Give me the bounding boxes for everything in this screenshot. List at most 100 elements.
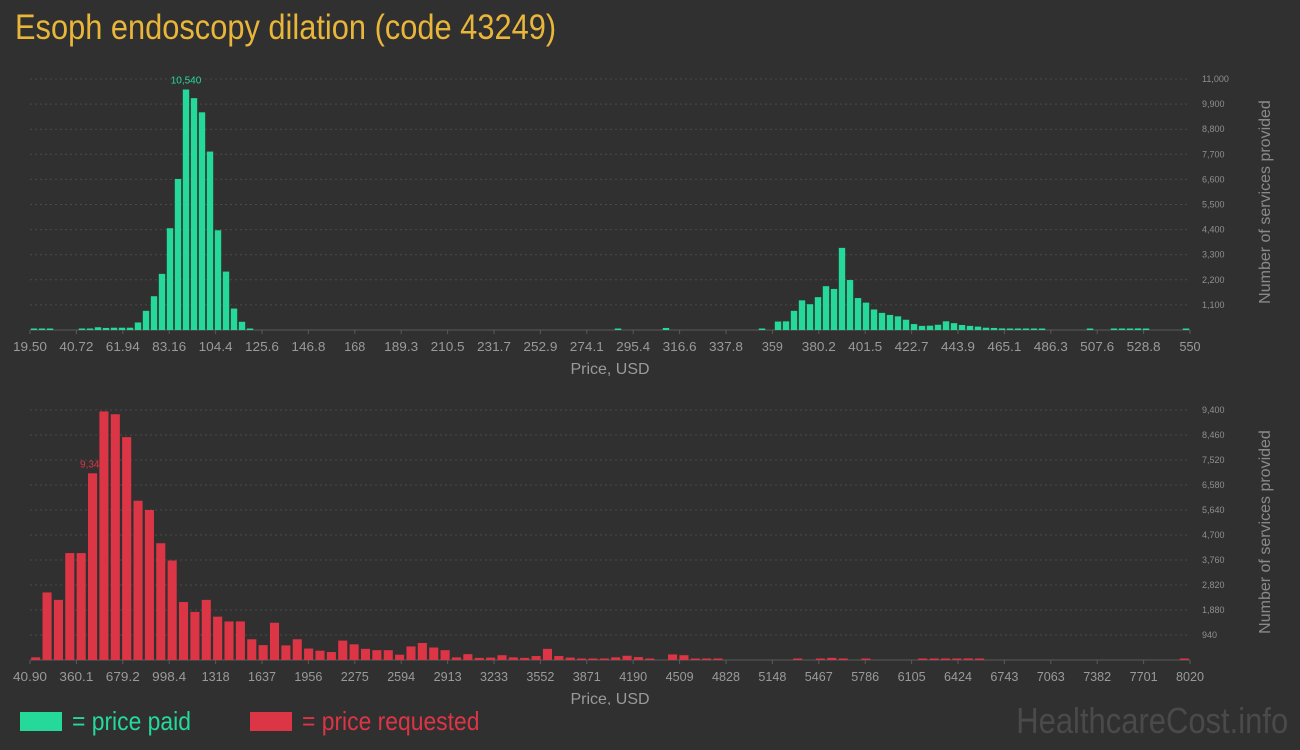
requested-y-tick-label: 1,880 <box>1202 605 1225 615</box>
requested-y-tick-label: 2,820 <box>1202 580 1225 590</box>
paid-x-tick-label: 295.4 <box>616 339 650 354</box>
paid-x-tick-label: 83.16 <box>152 339 186 354</box>
requested-bar <box>633 657 643 660</box>
paid-x-tick-label: 337.8 <box>709 339 743 354</box>
paid-bar <box>78 328 86 330</box>
paid-y-ticks: 1,100 2,200 3,300 4,400 5,500 6,600 7,700 8,800… <box>1202 74 1229 310</box>
requested-bar <box>679 655 689 660</box>
requested-bar <box>486 657 496 660</box>
requested-x-tick-label: 2275 <box>341 669 369 684</box>
requested-peak-label: 9,347 <box>80 459 105 470</box>
requested-x-tick-label: 8020 <box>1176 669 1204 684</box>
requested-bar <box>156 543 166 660</box>
requested-bar <box>76 553 86 660</box>
chart-title: Esoph endoscopy dilation (code 43249) <box>15 8 557 47</box>
requested-bar <box>65 553 75 660</box>
paid-bar <box>1030 328 1038 330</box>
paid-bar <box>662 327 670 330</box>
paid-bar <box>230 308 238 330</box>
paid-bars <box>30 89 1190 331</box>
requested-bar <box>474 657 484 660</box>
paid-bar <box>38 328 46 330</box>
paid-bar <box>134 322 142 330</box>
paid-x-tick-label: 528.8 <box>1127 339 1161 354</box>
paid-bar <box>206 151 214 330</box>
requested-bar <box>690 658 700 660</box>
paid-bar <box>110 327 118 330</box>
requested-bar <box>1179 658 1189 660</box>
requested-bar <box>520 657 530 660</box>
requested-x-tick-label: 1318 <box>202 669 230 684</box>
paid-bar <box>942 321 950 330</box>
requested-y-tick-label: 9,400 <box>1202 405 1225 415</box>
paid-bar <box>166 228 174 330</box>
requested-y-tick-label: 3,760 <box>1202 555 1225 565</box>
requested-bar <box>338 640 348 660</box>
requested-bars <box>31 411 1189 660</box>
requested-bar <box>531 656 541 660</box>
requested-bar <box>224 621 234 660</box>
paid-bar <box>966 325 974 330</box>
paid-bar <box>1014 328 1022 330</box>
requested-bar <box>440 650 450 660</box>
requested-bar <box>110 414 120 660</box>
requested-bar <box>940 658 951 660</box>
requested-x-tick-label: 6743 <box>990 669 1018 684</box>
paid-bar <box>950 323 958 330</box>
paid-x-tick-label: 550 <box>1180 339 1201 354</box>
requested-bar <box>395 654 405 660</box>
requested-y-tick-label: 7,520 <box>1202 455 1225 465</box>
paid-bar <box>838 247 846 330</box>
requested-bar <box>372 650 382 660</box>
paid-peak-label: 10,540 <box>171 75 202 86</box>
requested-bar <box>793 658 803 660</box>
requested-bar <box>599 658 609 660</box>
watermark: HealthcareCost.info <box>1016 700 1288 741</box>
paid-x-tick-label: 443.9 <box>941 339 975 354</box>
paid-bar <box>782 321 790 330</box>
requested-x-tick-label: 1637 <box>248 669 276 684</box>
paid-bar <box>1182 328 1190 330</box>
requested-bar <box>429 647 439 660</box>
requested-y-tick-label: 940 <box>1202 630 1217 640</box>
requested-bar <box>247 639 257 660</box>
paid-bar <box>990 327 998 330</box>
paid-x-tick-label: 422.7 <box>895 339 929 354</box>
paid-bar <box>1110 328 1118 330</box>
requested-bar <box>53 599 63 660</box>
requested-y-axis-label: Number of services provided <box>1257 430 1274 634</box>
requested-x-tick-label: 7063 <box>1037 669 1065 684</box>
paid-bar <box>758 328 766 330</box>
requested-x-ticks: 40.90 360.1 679.2 998.4 1318 1637 1956 2275 2594… <box>13 660 1204 684</box>
paid-x-axis-label: Price, USD <box>570 361 649 378</box>
requested-bar <box>235 621 245 660</box>
paid-bar <box>870 309 878 330</box>
requested-x-axis-label: Price, USD <box>570 691 649 705</box>
requested-bar <box>315 650 325 660</box>
paid-x-tick-label: 252.9 <box>523 339 557 354</box>
paid-x-tick-label: 465.1 <box>987 339 1021 354</box>
paid-bar <box>878 312 886 330</box>
paid-bar <box>1142 328 1150 330</box>
paid-bar <box>1086 328 1094 330</box>
requested-bar <box>406 646 416 660</box>
paid-bar <box>830 288 838 330</box>
paid-bar <box>246 328 254 330</box>
legend-paid: = price paid <box>20 706 207 736</box>
requested-x-tick-label: 3871 <box>573 669 601 684</box>
paid-bar <box>126 327 134 330</box>
requested-bar <box>497 655 507 660</box>
paid-bar <box>982 327 990 330</box>
requested-bar <box>838 658 848 660</box>
requested-bar <box>304 648 314 660</box>
paid-y-tick-label: 7,700 <box>1202 149 1225 159</box>
paid-x-tick-label: 359 <box>762 339 783 354</box>
requested-bar <box>975 658 985 660</box>
requested-bar <box>133 500 143 660</box>
paid-bar <box>958 324 966 330</box>
paid-bar <box>190 98 198 331</box>
paid-y-tick-label: 6,600 <box>1202 174 1225 184</box>
paid-bar <box>46 328 54 330</box>
paid-bar <box>222 271 230 330</box>
price-requested-histogram: 40.90 360.1 679.2 998.4 1318 1637 1956 2275 2594… <box>13 405 1274 705</box>
